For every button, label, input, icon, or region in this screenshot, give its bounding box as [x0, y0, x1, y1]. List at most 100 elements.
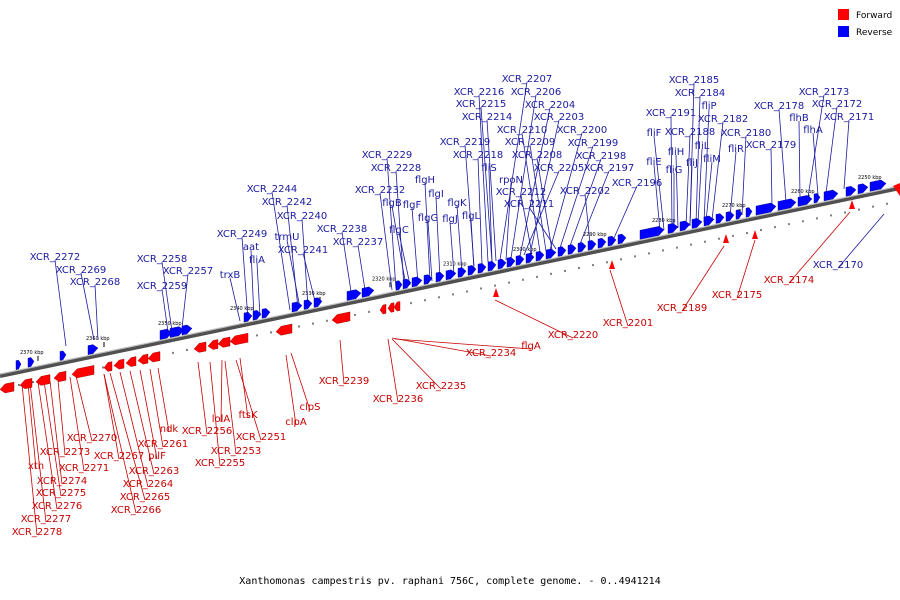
leader-line	[37, 381, 58, 510]
forward-gene-arrow	[331, 311, 351, 324]
gene-label: XCR_2244	[247, 184, 298, 195]
tick-label: 2310 kbp	[443, 261, 467, 267]
leader-line	[75, 375, 93, 442]
gene-label: XCR_2241	[278, 245, 329, 256]
leader-line	[529, 144, 547, 252]
leader-line	[229, 277, 241, 322]
reverse-gene-arrow	[515, 255, 525, 266]
gene-label: lolA	[212, 414, 231, 425]
gene-label: XCR_2216	[454, 87, 505, 98]
gene-label: XCR_2184	[675, 88, 726, 99]
leader-line	[579, 170, 610, 245]
gene-label: XCR_2237	[333, 237, 384, 248]
leader-line	[736, 239, 756, 299]
gene-label: XCR_2200	[557, 125, 608, 136]
forward-marker	[493, 288, 499, 297]
forward-gene-arrow	[35, 374, 51, 386]
leader-line	[519, 107, 551, 257]
leader-line	[271, 191, 291, 311]
forward-gene-arrow	[207, 339, 219, 350]
reverse-gene-arrow	[252, 310, 262, 321]
leader-line	[57, 379, 66, 456]
gene-label: XCR_2209	[505, 137, 556, 148]
reverse-gene-arrow	[497, 258, 507, 270]
gene-label: fliL	[695, 141, 710, 152]
gene-label: clpS	[300, 402, 321, 413]
gene-label: fliJ	[686, 158, 698, 169]
leader-line	[778, 108, 787, 203]
gene-label: pilF	[148, 451, 166, 462]
gene-label: XCR_2272	[30, 252, 81, 263]
gene-label: fliS	[481, 163, 496, 174]
gene-label: XCR_2263	[129, 466, 180, 477]
leader-line	[670, 115, 673, 230]
forward-gene-arrow	[103, 361, 113, 372]
reverse-gene-arrow	[506, 257, 516, 268]
leader-line	[220, 359, 223, 423]
reverse-gene-arrow	[435, 271, 445, 283]
gene-arrows	[0, 179, 887, 394]
forward-gene-arrow	[379, 304, 387, 315]
gene-label: XCR_2188	[665, 127, 716, 138]
leader-line	[770, 147, 773, 207]
genome-axis-highlight	[0, 185, 900, 375]
leader-line	[480, 106, 493, 263]
tick-label: 2320 kbp	[372, 276, 396, 282]
gene-label: XCR_2174	[764, 275, 815, 286]
reverse-gene-arrow	[777, 198, 797, 211]
reverse-gene-arrow	[59, 350, 67, 361]
gene-label: XCR_2261	[138, 439, 189, 450]
leader-line	[398, 232, 411, 286]
gene-label: XCR_2249	[217, 229, 268, 240]
gene-label: XCR_2268	[70, 277, 121, 288]
gene-label: XCR_2240	[277, 211, 328, 222]
leader-line	[250, 249, 255, 319]
gene-label: XCR_2180	[721, 128, 772, 139]
leader-line	[685, 134, 691, 227]
leader-line	[427, 220, 433, 282]
leader-line	[488, 170, 493, 263]
reverse-gene-arrow	[445, 269, 457, 281]
tick-label: 2340 kbp	[230, 306, 254, 312]
gene-label: clpA	[285, 417, 307, 428]
legend-reverse-label: Reverse	[856, 28, 893, 38]
leader-line	[653, 164, 661, 232]
genome-axis	[0, 186, 900, 378]
gene-label: XCR_2267	[94, 451, 145, 462]
gene-labels: XCR_2207 XCR_2216 XCR_2206 XCR_2215 XCR_2204…	[12, 74, 875, 538]
leader-line	[181, 273, 189, 329]
gene-label: trmU	[275, 232, 300, 243]
gene-label: XCR_2251	[236, 432, 287, 443]
gene-label: XCR_2276	[32, 501, 83, 512]
gene-label: ftsK	[238, 410, 257, 421]
leader-line	[391, 338, 442, 390]
gene-label: XCR_2196	[612, 178, 663, 189]
reverse-gene-arrow	[411, 276, 423, 288]
gene-label: XCR_2228	[371, 163, 422, 174]
gene-label: flhA	[803, 125, 823, 136]
gene-label: XCR_2238	[317, 224, 368, 235]
gene-label: XCR_2179	[746, 140, 797, 151]
reverse-gene-arrow	[159, 328, 173, 340]
leader-line	[505, 182, 512, 261]
forward-gene-arrow	[125, 356, 137, 367]
leader-line	[486, 119, 497, 262]
leader-lines	[21, 81, 885, 536]
gene-label: XCR_2270	[67, 433, 118, 444]
reverse-gene-arrow	[691, 218, 703, 229]
reverse-gene-arrow	[169, 326, 185, 338]
gene-label: flgB	[382, 198, 402, 209]
reverse-gene-arrow	[27, 357, 35, 368]
reverse-gene-arrow	[291, 301, 303, 313]
gene-label: XCR_2191	[646, 108, 697, 119]
leader-line	[711, 121, 724, 221]
gene-label: XCR_2206	[511, 87, 562, 98]
gene-label: fliP	[701, 101, 716, 112]
tick-label: 2370 kbp	[20, 350, 44, 356]
leader-line	[197, 361, 208, 435]
reverse-gene-arrow	[567, 244, 577, 255]
leader-line	[391, 205, 407, 287]
leader-line	[477, 157, 483, 265]
leader-line	[798, 120, 801, 199]
